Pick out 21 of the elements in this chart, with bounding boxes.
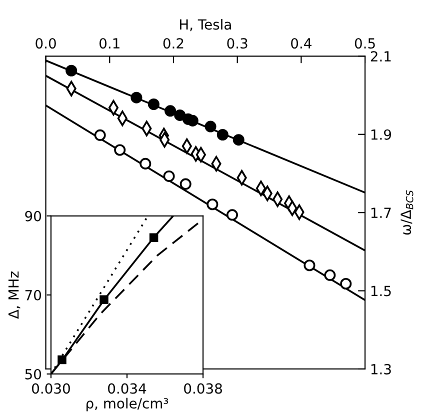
x-tick-label: 0.030 [32, 383, 70, 394]
x-tick-label: 0.1 [100, 38, 120, 49]
x-axis-title: H, Tesla [180, 18, 231, 32]
y-tick-label: 70 [25, 290, 42, 300]
y-tick-label: 2.1 [370, 51, 391, 62]
y-tick-label: 1.5 [371, 286, 391, 296]
x-tick-label: 0.038 [184, 383, 222, 394]
x-tick-label: 0.2 [163, 38, 184, 49]
x-tick-label: 0.4 [291, 38, 312, 49]
x-tick-label: 0.3 [227, 38, 248, 49]
y-tick-label: 50 [25, 368, 42, 380]
x-axis-title: ρ, mole/cm³ [86, 398, 168, 412]
y-tick-label: 1.3 [371, 364, 391, 374]
x-tick-label: 0.034 [108, 383, 146, 394]
y-axis-title: Δ, MHz [8, 272, 20, 319]
y-tick-label: 90 [25, 210, 42, 222]
y-tick-label: 1.9 [371, 129, 392, 140]
x-tick-label: 0.0 [36, 38, 56, 49]
y-axis-title: ω/Δ$_{BCS}$ [400, 190, 414, 235]
y-tick-label: 1.7 [371, 208, 391, 218]
x-tick-label: 0.5 [354, 38, 375, 49]
